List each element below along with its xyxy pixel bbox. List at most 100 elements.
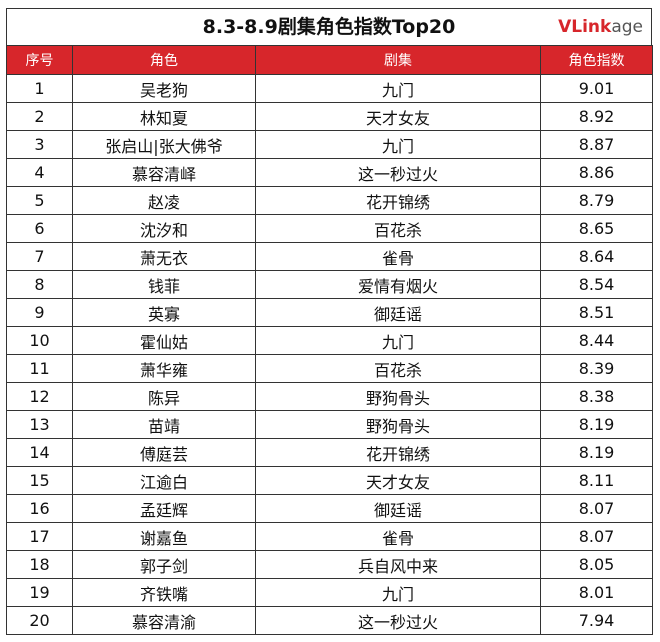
table-cell: 17	[6, 522, 73, 551]
table-row: 4 慕容清峄 这一秒过火 8.86	[6, 158, 653, 187]
table-row: 14 傅庭芸 花开锦绣 8.19	[6, 438, 653, 467]
table-row: 2 林知夏 天才女友 8.92	[6, 102, 653, 131]
table-cell: 8.39	[540, 354, 653, 383]
table-cell: 8.51	[540, 298, 653, 327]
logo-main: VLink	[558, 17, 612, 37]
table-cell: 9.01	[540, 74, 653, 103]
header-cell: 角色指数	[540, 45, 653, 75]
table-cell: 雀骨	[255, 242, 541, 271]
table-cell: 孟廷辉	[72, 494, 256, 523]
table-cell: 8.79	[540, 186, 653, 215]
table-cell: 御廷谣	[255, 298, 541, 327]
table-cell: 郭子剑	[72, 550, 256, 579]
table-row: 10 霍仙姑 九门 8.44	[6, 326, 653, 355]
table-row: 1 吴老狗 九门 9.01	[6, 74, 653, 103]
title: 8.3-8.9剧集角色指数Top20	[202, 16, 456, 38]
table-row: 5 赵凌 花开锦绣 8.79	[6, 186, 653, 215]
table-cell: 沈汐和	[72, 214, 256, 243]
table-cell: 8.07	[540, 494, 653, 523]
table-cell: 百花杀	[255, 354, 541, 383]
table-cell: 3	[6, 130, 73, 159]
table-cell: 花开锦绣	[255, 438, 541, 467]
table-cell: 张启山|张大佛爷	[72, 130, 256, 159]
table-cell: 8.07	[540, 522, 653, 551]
table-row: 6 沈汐和 百花杀 8.65	[6, 214, 653, 243]
table-cell: 6	[6, 214, 73, 243]
table-cell: 8.92	[540, 102, 653, 131]
table-row: 7 萧无衣 雀骨 8.64	[6, 242, 653, 271]
table-cell: 8.19	[540, 438, 653, 467]
table-cell: 陈异	[72, 382, 256, 411]
table-row: 11 萧华雍 百花杀 8.39	[6, 354, 653, 383]
table-container: 8.3-8.9剧集角色指数Top20 VLinkage 序号 角色 剧集 角色指数 1…	[6, 8, 653, 635]
table-row: 3 张启山|张大佛爷 九门 8.87	[6, 130, 653, 159]
table-cell: 钱菲	[72, 270, 256, 299]
title-bar: 8.3-8.9剧集角色指数Top20 VLinkage	[6, 8, 652, 45]
table-cell: 12	[6, 382, 73, 411]
header-cell: 角色	[72, 45, 256, 75]
table-cell: 花开锦绣	[255, 186, 541, 215]
table-cell: 野狗骨头	[255, 382, 541, 411]
table-cell: 2	[6, 102, 73, 131]
table-cell: 14	[6, 438, 73, 467]
table-row: 15 江逾白 天才女友 8.11	[6, 466, 653, 495]
table-cell: 18	[6, 550, 73, 579]
table-cell: 九门	[255, 326, 541, 355]
table-cell: 5	[6, 186, 73, 215]
header-cell: 序号	[6, 45, 73, 75]
table-cell: 赵凌	[72, 186, 256, 215]
table-cell: 8.64	[540, 242, 653, 271]
table-cell: 林知夏	[72, 102, 256, 131]
table-row: 17 谢嘉鱼 雀骨 8.07	[6, 522, 653, 551]
table-cell: 8.05	[540, 550, 653, 579]
table-cell: 兵自风中来	[255, 550, 541, 579]
table-row: 12 陈异 野狗骨头 8.38	[6, 382, 653, 411]
table-cell: 1	[6, 74, 73, 103]
table-cell: 百花杀	[255, 214, 541, 243]
table-body: 1 吴老狗 九门 9.01 2 林知夏 天才女友 8.92 3 张启山|张大佛爷 九门 8.87 4 慕容…	[6, 74, 653, 635]
table-row: 18 郭子剑 兵自风中来 8.05	[6, 550, 653, 579]
table-cell: 8.01	[540, 578, 653, 607]
table-row: 8 钱菲 爱情有烟火 8.54	[6, 270, 653, 299]
table-cell: 13	[6, 410, 73, 439]
table-row: 9 英寡 御廷谣 8.51	[6, 298, 653, 327]
table-cell: 萧无衣	[72, 242, 256, 271]
table-cell: 8.65	[540, 214, 653, 243]
table-cell: 4	[6, 158, 73, 187]
table-cell: 8.86	[540, 158, 653, 187]
table-cell: 爱情有烟火	[255, 270, 541, 299]
table-cell: 苗靖	[72, 410, 256, 439]
table-cell: 10	[6, 326, 73, 355]
table-row: 20 慕容清渝 这一秒过火 7.94	[6, 606, 653, 635]
table-cell: 这一秒过火	[255, 606, 541, 635]
table-cell: 19	[6, 578, 73, 607]
ranking-table: 序号 角色 剧集 角色指数 1 吴老狗 九门 9.01 2 林知夏 天才女友 8.92 3 张启山|张大…	[6, 45, 653, 635]
table-cell: 慕容清渝	[72, 606, 256, 635]
table-cell: 九门	[255, 74, 541, 103]
table-cell: 雀骨	[255, 522, 541, 551]
table-row: 19 齐铁嘴 九门 8.01	[6, 578, 653, 607]
table-cell: 8.87	[540, 130, 653, 159]
table-cell: 霍仙姑	[72, 326, 256, 355]
header-row: 序号 角色 剧集 角色指数	[6, 45, 653, 75]
table-cell: 8	[6, 270, 73, 299]
table-row: 16 孟廷辉 御廷谣 8.07	[6, 494, 653, 523]
logo-suffix: age	[611, 17, 643, 37]
header-cell: 剧集	[255, 45, 541, 75]
table-cell: 天才女友	[255, 102, 541, 131]
table-cell: 7.94	[540, 606, 653, 635]
table-cell: 15	[6, 466, 73, 495]
table-row: 13 苗靖 野狗骨头 8.19	[6, 410, 653, 439]
table-cell: 9	[6, 298, 73, 327]
table-cell: 野狗骨头	[255, 410, 541, 439]
table-cell: 萧华雍	[72, 354, 256, 383]
logo: VLinkage	[558, 9, 643, 46]
table-cell: 8.11	[540, 466, 653, 495]
table-cell: 16	[6, 494, 73, 523]
table-cell: 御廷谣	[255, 494, 541, 523]
table-cell: 九门	[255, 578, 541, 607]
table-cell: 这一秒过火	[255, 158, 541, 187]
table-cell: 11	[6, 354, 73, 383]
table-cell: 英寡	[72, 298, 256, 327]
table-cell: 慕容清峄	[72, 158, 256, 187]
